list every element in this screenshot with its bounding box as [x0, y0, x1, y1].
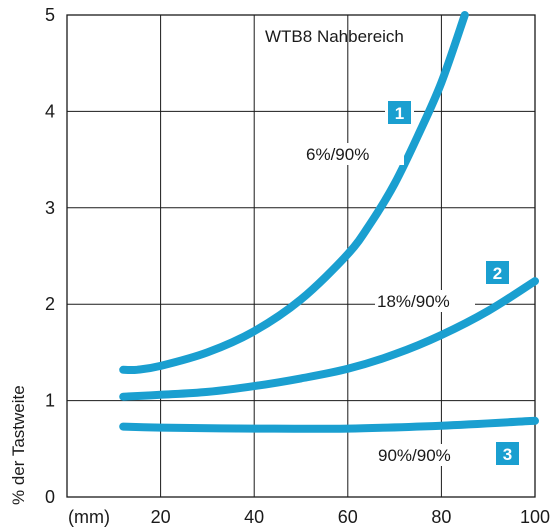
series-3-label: 90%/90% — [378, 446, 451, 465]
series-2-label: 18%/90% — [377, 292, 450, 311]
series-label-bg — [376, 444, 476, 466]
y-tick-label: 5 — [45, 5, 55, 25]
series-1-badge-number: 1 — [395, 104, 404, 123]
annotations: 6%/90% 1 18%/90% 2 90%/90% 3 — [304, 98, 522, 468]
series-3-line — [119, 416, 539, 433]
x-tick-label: 60 — [338, 507, 358, 527]
series-2-badge — [486, 261, 509, 284]
series-3-badge-number: 3 — [503, 445, 512, 464]
y-tick-label: 0 — [45, 487, 55, 507]
series-2-badge-number: 2 — [493, 264, 502, 283]
grid: 20 40 60 80 100 0 1 2 3 4 5 — [45, 5, 550, 527]
x-tick-label: 40 — [244, 507, 264, 527]
x-tick-label: 100 — [520, 507, 550, 527]
x-tick-label: 20 — [151, 507, 171, 527]
series-label-bg — [375, 290, 475, 312]
y-axis-label: % der Tastweite — [9, 385, 28, 505]
y-tick-label: 2 — [45, 294, 55, 314]
series-1-badge — [388, 101, 411, 124]
series-label-bg — [304, 143, 404, 165]
y-tick-label: 3 — [45, 198, 55, 218]
plot-frame — [66, 14, 536, 498]
series-3-badge — [496, 442, 519, 465]
x-axis-label: (mm) — [68, 507, 110, 527]
labels: (mm) WTB8 Nahbereich % der Tastweite — [9, 27, 404, 527]
y-tick-label: 4 — [45, 101, 55, 121]
series-1-label: 6%/90% — [306, 145, 369, 164]
chart-title: WTB8 Nahbereich — [265, 27, 404, 46]
y-tick-label: 1 — [45, 391, 55, 411]
series-2-line — [119, 277, 539, 401]
series-layer — [119, 11, 539, 433]
series-1-line — [119, 11, 469, 375]
x-tick-label: 80 — [431, 507, 451, 527]
